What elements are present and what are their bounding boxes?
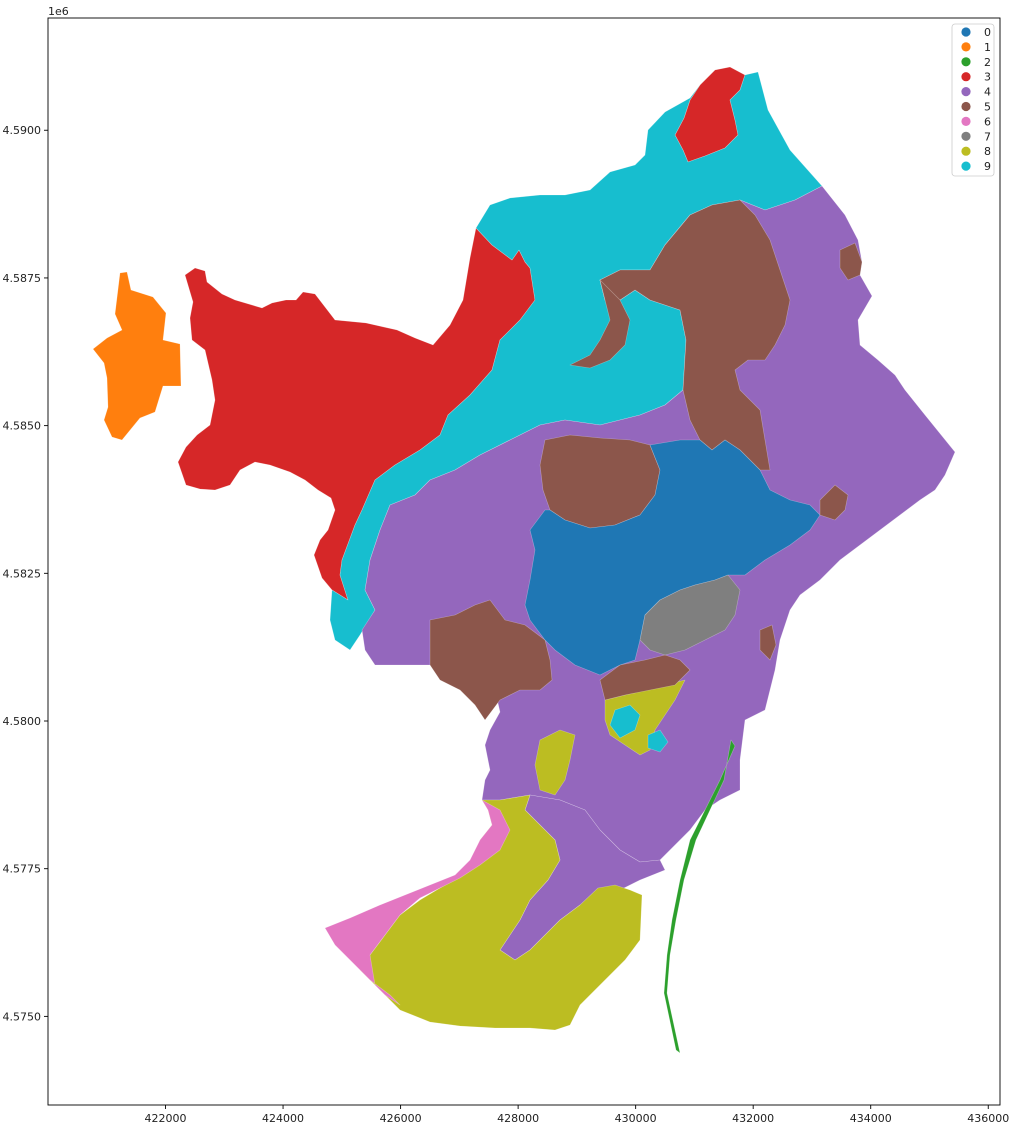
x-tick-label: 424000 [262, 1112, 304, 1125]
legend-marker [961, 42, 971, 52]
legend-label: 3 [984, 71, 991, 84]
legend-marker [961, 146, 971, 156]
region-class-6 [324, 799, 511, 1006]
region-class-8 [534, 729, 576, 796]
y-tick-label: 4.5775 [3, 863, 42, 876]
region-class-2 [663, 739, 736, 1054]
region-class-9 [609, 704, 641, 739]
y-ticks: 4.5750 4.5775 4.5800 4.5825 4.5850 4.5875 4.59… [3, 124, 48, 1023]
legend-label: 9 [984, 160, 991, 173]
region-class-5 [759, 624, 777, 661]
region-class-5 [569, 279, 631, 369]
region-class-5 [599, 654, 691, 701]
legend-marker [961, 101, 971, 112]
axes-frame [47, 17, 1001, 1106]
y-tick-label: 4.5825 [3, 567, 42, 580]
legend-marker [961, 161, 971, 171]
map-layer [92, 66, 956, 1054]
region-class-8 [359, 794, 643, 1031]
region-class-5 [429, 599, 553, 721]
y-tick-label: 4.5850 [3, 420, 42, 433]
legend-label: 7 [984, 130, 991, 143]
region-class-9 [647, 729, 669, 753]
x-tick-label: 430000 [615, 1112, 657, 1125]
x-tick-label: 422000 [145, 1112, 187, 1125]
legend-marker [961, 131, 971, 141]
legend-label: 6 [984, 115, 991, 128]
y-tick-label: 4.5750 [3, 1010, 42, 1023]
x-tick-label: 426000 [380, 1112, 422, 1125]
region-class-7 [639, 574, 741, 656]
y-tick-label: 4.5800 [3, 715, 42, 728]
x-tick-label: 434000 [850, 1112, 892, 1125]
x-tick-label: 436000 [967, 1112, 1009, 1125]
x-tick-label: 432000 [732, 1112, 774, 1125]
legend-marker [961, 116, 971, 126]
legend-marker [961, 27, 971, 37]
legend-marker [961, 57, 971, 67]
legend-marker [961, 72, 971, 82]
region-class-1 [92, 271, 182, 441]
y-offset-label: 1e6 [48, 5, 69, 18]
y-tick-label: 4.5900 [3, 124, 42, 137]
legend-label: 2 [984, 56, 991, 69]
legend-marker [961, 87, 971, 97]
legend-label: 4 [984, 86, 991, 99]
x-tick-label: 428000 [497, 1112, 539, 1125]
x-ticks: 422000 424000 426000 428000 430000 432000 4340… [145, 1105, 1009, 1125]
legend-label: 0 [984, 26, 991, 39]
y-tick-label: 4.5875 [3, 272, 42, 285]
legend: 0 1 2 3 4 56 7 8 9 [951, 23, 995, 177]
legend-label: 8 [984, 145, 991, 158]
legend-label: 1 [984, 41, 991, 54]
legend-label: 5 [984, 101, 991, 114]
region-class-5 [839, 242, 863, 281]
